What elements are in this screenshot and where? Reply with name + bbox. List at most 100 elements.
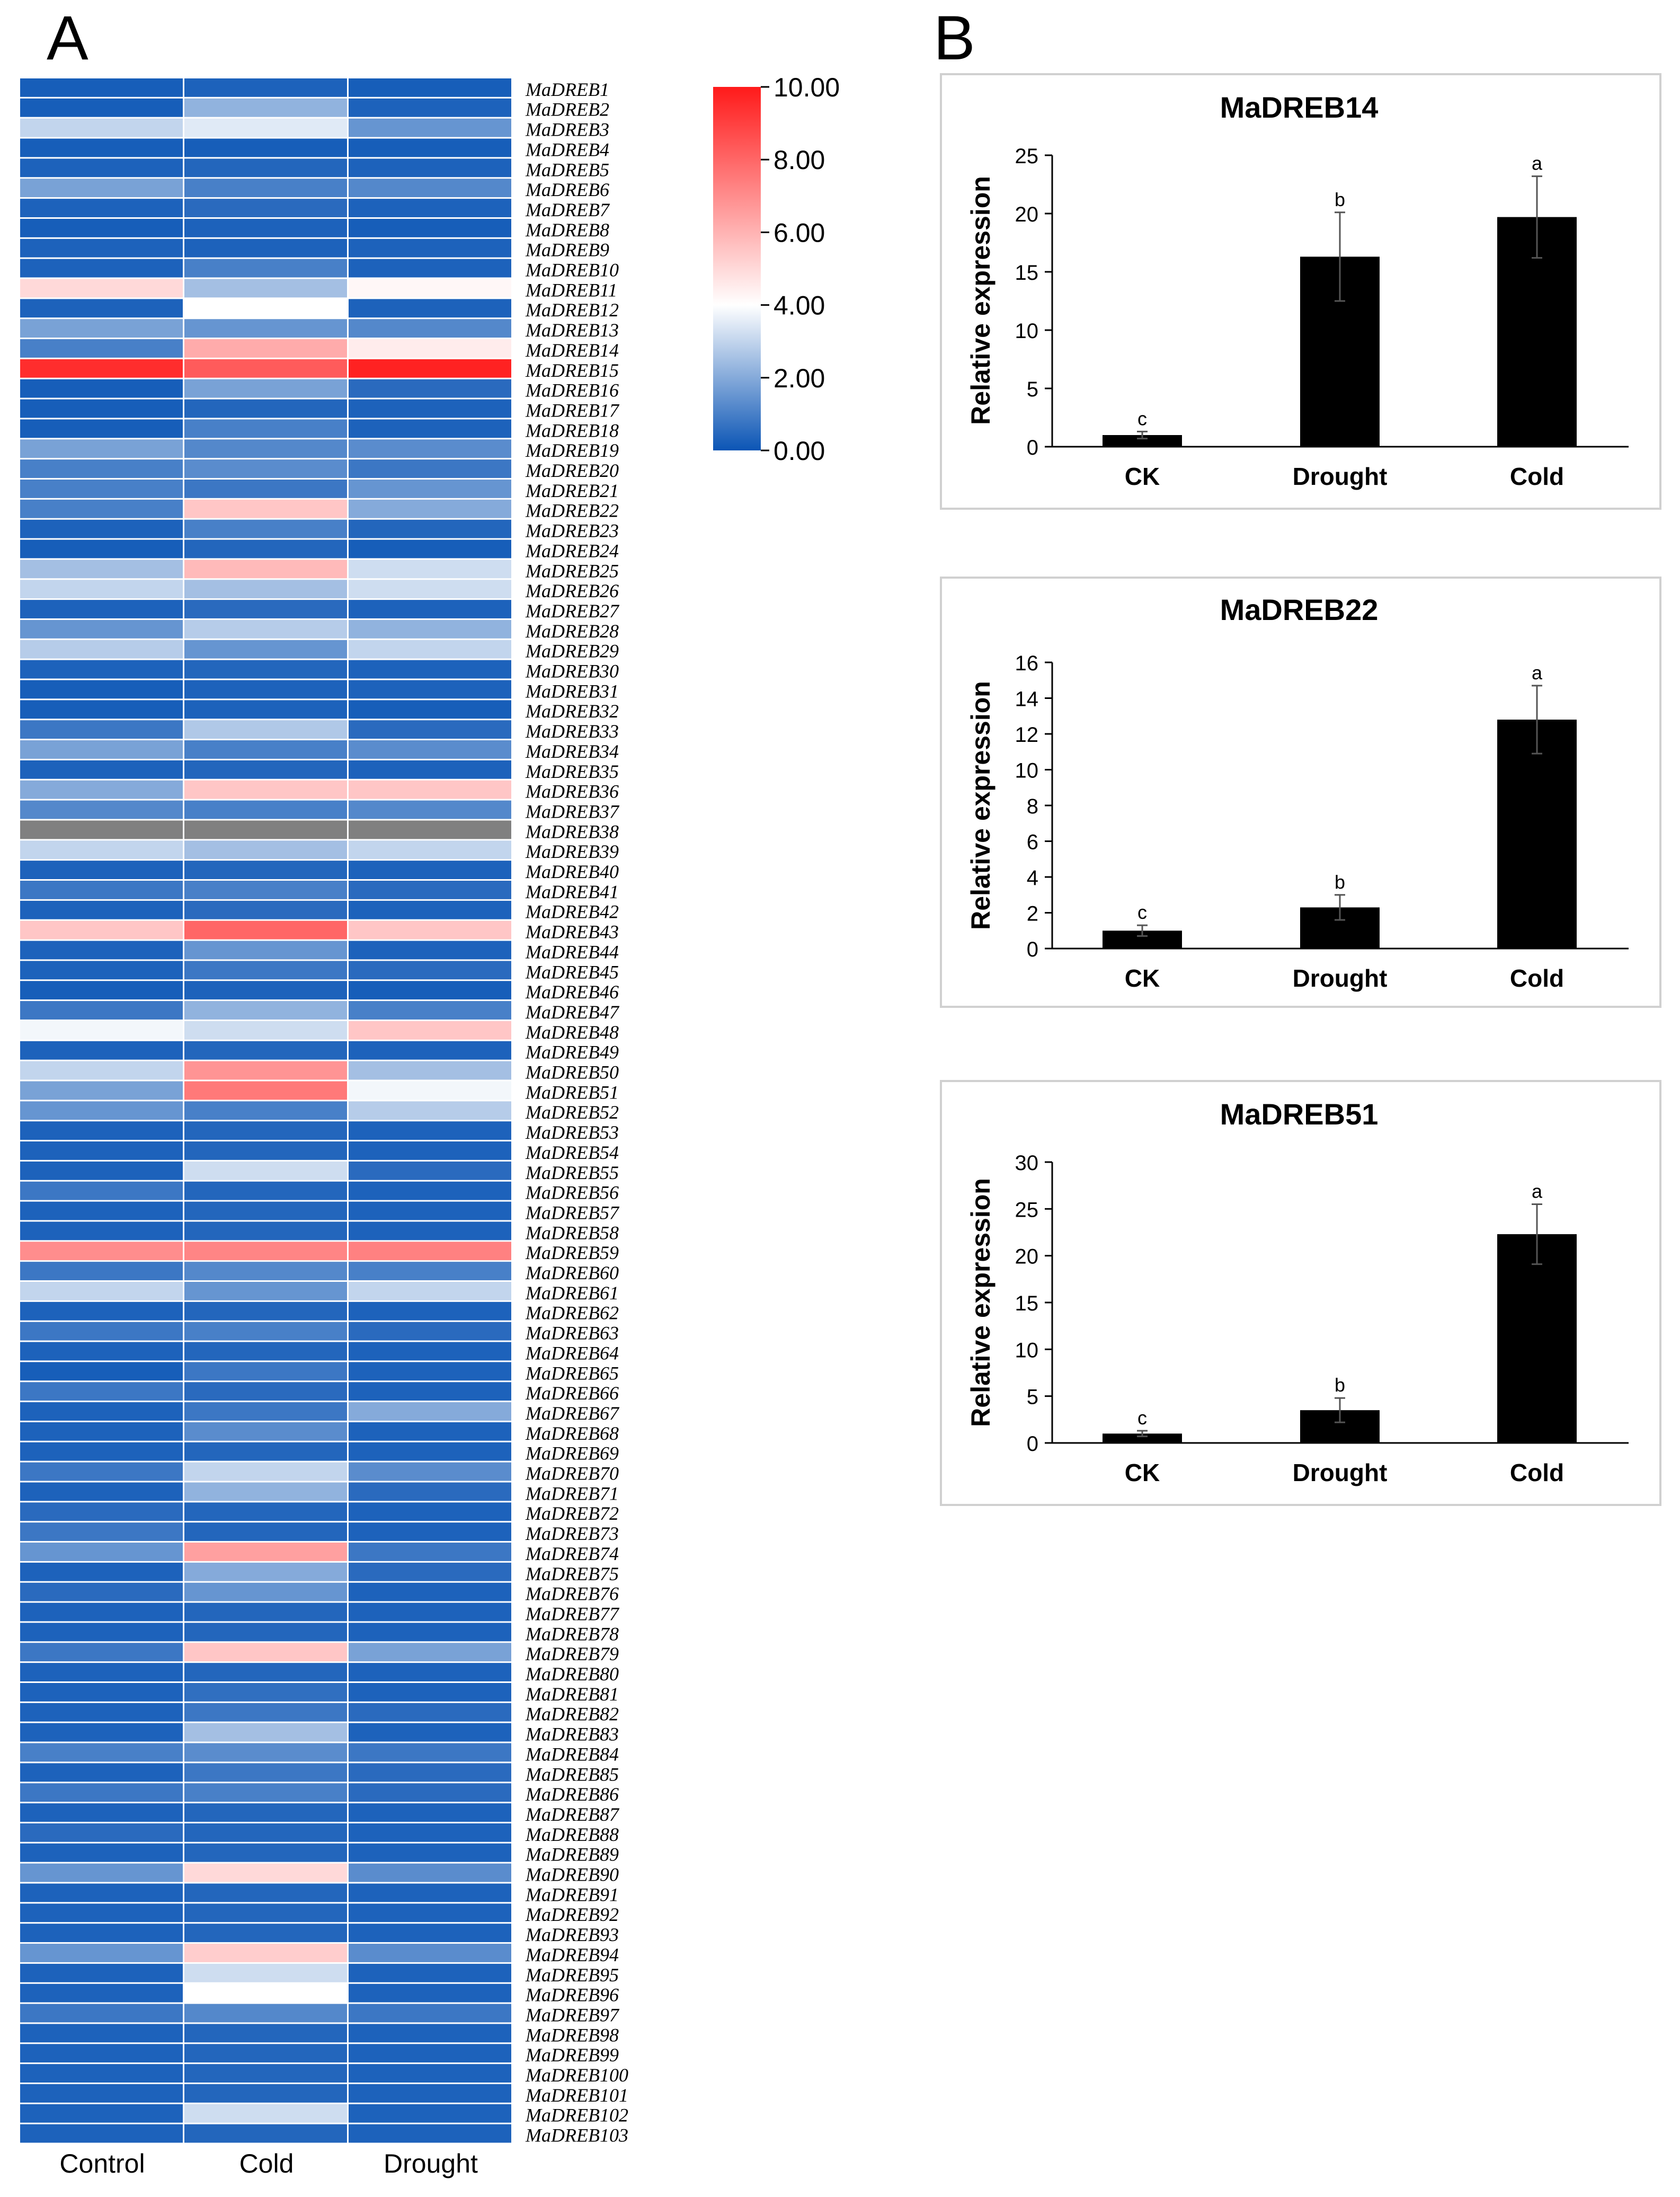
heatmap-cell xyxy=(20,760,183,779)
heatmap-cell xyxy=(184,1362,347,1381)
heatmap-cell xyxy=(184,519,347,538)
heatmap-row-label: MaDREB47 xyxy=(525,1002,620,1023)
heatmap-cell xyxy=(20,1543,183,1561)
significance-letter: a xyxy=(1532,153,1543,174)
heatmap-cell xyxy=(20,920,183,940)
heatmap-row-label: MaDREB2 xyxy=(525,99,609,120)
heatmap-cell xyxy=(349,2104,511,2123)
heatmap-cell xyxy=(349,1602,511,1622)
chart-frame xyxy=(940,73,1661,510)
y-tick-label: 20 xyxy=(1015,203,1039,226)
heatmap-cell xyxy=(20,720,183,739)
y-tick-label: 6 xyxy=(1027,831,1038,854)
heatmap-cell xyxy=(184,660,347,679)
heatmap-row-label: MaDREB100 xyxy=(525,2065,628,2086)
heatmap-cell xyxy=(349,1322,511,1341)
heatmap-column-labels: Control Cold Drought xyxy=(59,2149,478,2178)
heatmap-cell xyxy=(20,379,183,398)
heatmap-cell xyxy=(184,1963,347,1982)
heatmap-column-label: Cold xyxy=(239,2149,294,2178)
heatmap-cell xyxy=(184,1161,347,1180)
heatmap-row-label: MaDREB35 xyxy=(525,761,619,782)
heatmap-cell xyxy=(20,2064,183,2083)
heatmap-cell xyxy=(349,1883,511,1902)
heatmap-cell xyxy=(349,1382,511,1401)
heatmap-cell xyxy=(184,259,347,278)
heatmap-cell xyxy=(184,1863,347,1882)
heatmap-cell xyxy=(184,299,347,318)
heatmap-cell xyxy=(349,1743,511,1762)
heatmap-row-label: MaDREB22 xyxy=(525,500,619,521)
chart-frame xyxy=(940,577,1661,1008)
heatmap-cell xyxy=(20,1221,183,1241)
y-tick-label: 2 xyxy=(1027,902,1038,926)
heatmap-cell xyxy=(20,1161,183,1180)
heatmap-cell xyxy=(20,419,183,438)
heatmap-cell xyxy=(349,1021,511,1040)
heatmap-cell xyxy=(184,1021,347,1040)
heatmap-row-label: MaDREB5 xyxy=(525,159,609,180)
significance-letter: b xyxy=(1335,871,1345,893)
heatmap-cell xyxy=(184,1121,347,1140)
heatmap-cell xyxy=(349,1963,511,1982)
heatmap-row-label: MaDREB43 xyxy=(525,922,619,943)
heatmap-cell xyxy=(349,359,511,378)
heatmap-cell xyxy=(349,1081,511,1100)
heatmap-cell xyxy=(20,1362,183,1381)
heatmap-cell xyxy=(184,861,347,879)
heatmap-cell xyxy=(349,1663,511,1681)
heatmap-cell xyxy=(184,1001,347,1020)
heatmap-row-label: MaDREB32 xyxy=(525,701,619,722)
heatmap-cell xyxy=(184,820,347,839)
colorbar-tick-label: 0.00 xyxy=(774,436,825,466)
heatmap-row-label: MaDREB103 xyxy=(525,2125,628,2146)
heatmap-cell xyxy=(349,1522,511,1542)
heatmap-row-label: MaDREB14 xyxy=(525,340,619,361)
heatmap-row-label: MaDREB3 xyxy=(525,119,609,140)
heatmap-row-label: MaDREB52 xyxy=(525,1102,619,1123)
heatmap-cell xyxy=(184,1903,347,1923)
heatmap-cell xyxy=(349,881,511,899)
significance-letter: c xyxy=(1137,407,1147,429)
heatmap-cell xyxy=(184,920,347,940)
heatmap-row-label: MaDREB24 xyxy=(525,540,619,561)
heatmap-row-label: MaDREB23 xyxy=(525,520,619,542)
heatmap-cell xyxy=(349,1201,511,1220)
heatmap-cell xyxy=(20,158,183,178)
bar xyxy=(1497,720,1577,949)
heatmap-cell xyxy=(20,399,183,418)
heatmap-cell xyxy=(349,1101,511,1120)
heatmap-cell xyxy=(20,118,183,137)
heatmap-cell xyxy=(20,279,183,298)
heatmap-cell xyxy=(20,1322,183,1341)
heatmap-cell xyxy=(20,1683,183,1702)
heatmap-row-label: MaDREB95 xyxy=(525,1964,619,1986)
heatmap-cell xyxy=(20,1081,183,1100)
heatmap-cell xyxy=(349,2124,511,2143)
heatmap-cell xyxy=(184,459,347,478)
heatmap-cell xyxy=(349,1121,511,1140)
heatmap-cell xyxy=(349,1342,511,1361)
heatmap-cell xyxy=(349,780,511,799)
colorbar: 10.00 8.00 6.00 4.00 2.00 0.00 xyxy=(713,73,840,466)
heatmap-row-label: MaDREB76 xyxy=(525,1583,619,1605)
heatmap-cell xyxy=(20,1562,183,1581)
heatmap-cell xyxy=(184,2124,347,2143)
heatmap-row-label: MaDREB31 xyxy=(525,680,619,702)
heatmap-cell xyxy=(20,1021,183,1040)
heatmap-cell xyxy=(184,961,347,980)
heatmap-cell xyxy=(184,1482,347,1501)
heatmap-row-label: MaDREB50 xyxy=(525,1062,619,1083)
heatmap-row-label: MaDREB55 xyxy=(525,1162,619,1183)
heatmap-cell xyxy=(20,1623,183,1642)
heatmap-row-label: MaDREB29 xyxy=(525,641,619,662)
heatmap-cell xyxy=(184,1623,347,1642)
bar xyxy=(1103,435,1182,447)
heatmap-cell xyxy=(184,158,347,178)
heatmap-row-label: MaDREB97 xyxy=(525,2004,620,2025)
heatmap-cell xyxy=(184,1843,347,1862)
heatmap-cell xyxy=(20,539,183,559)
heatmap-cell xyxy=(349,1944,511,1962)
heatmap-row-label: MaDREB40 xyxy=(525,861,619,882)
